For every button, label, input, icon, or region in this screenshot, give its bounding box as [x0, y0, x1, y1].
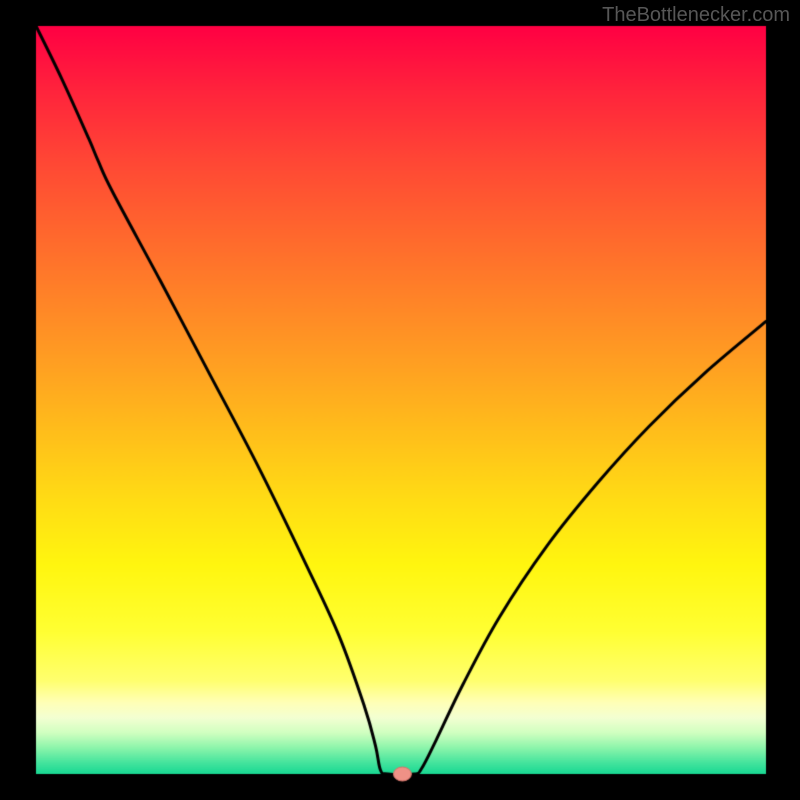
chart-stage: TheBottlenecker.com: [0, 0, 800, 800]
chart-canvas: [0, 0, 800, 800]
watermark-label: TheBottlenecker.com: [602, 4, 790, 27]
